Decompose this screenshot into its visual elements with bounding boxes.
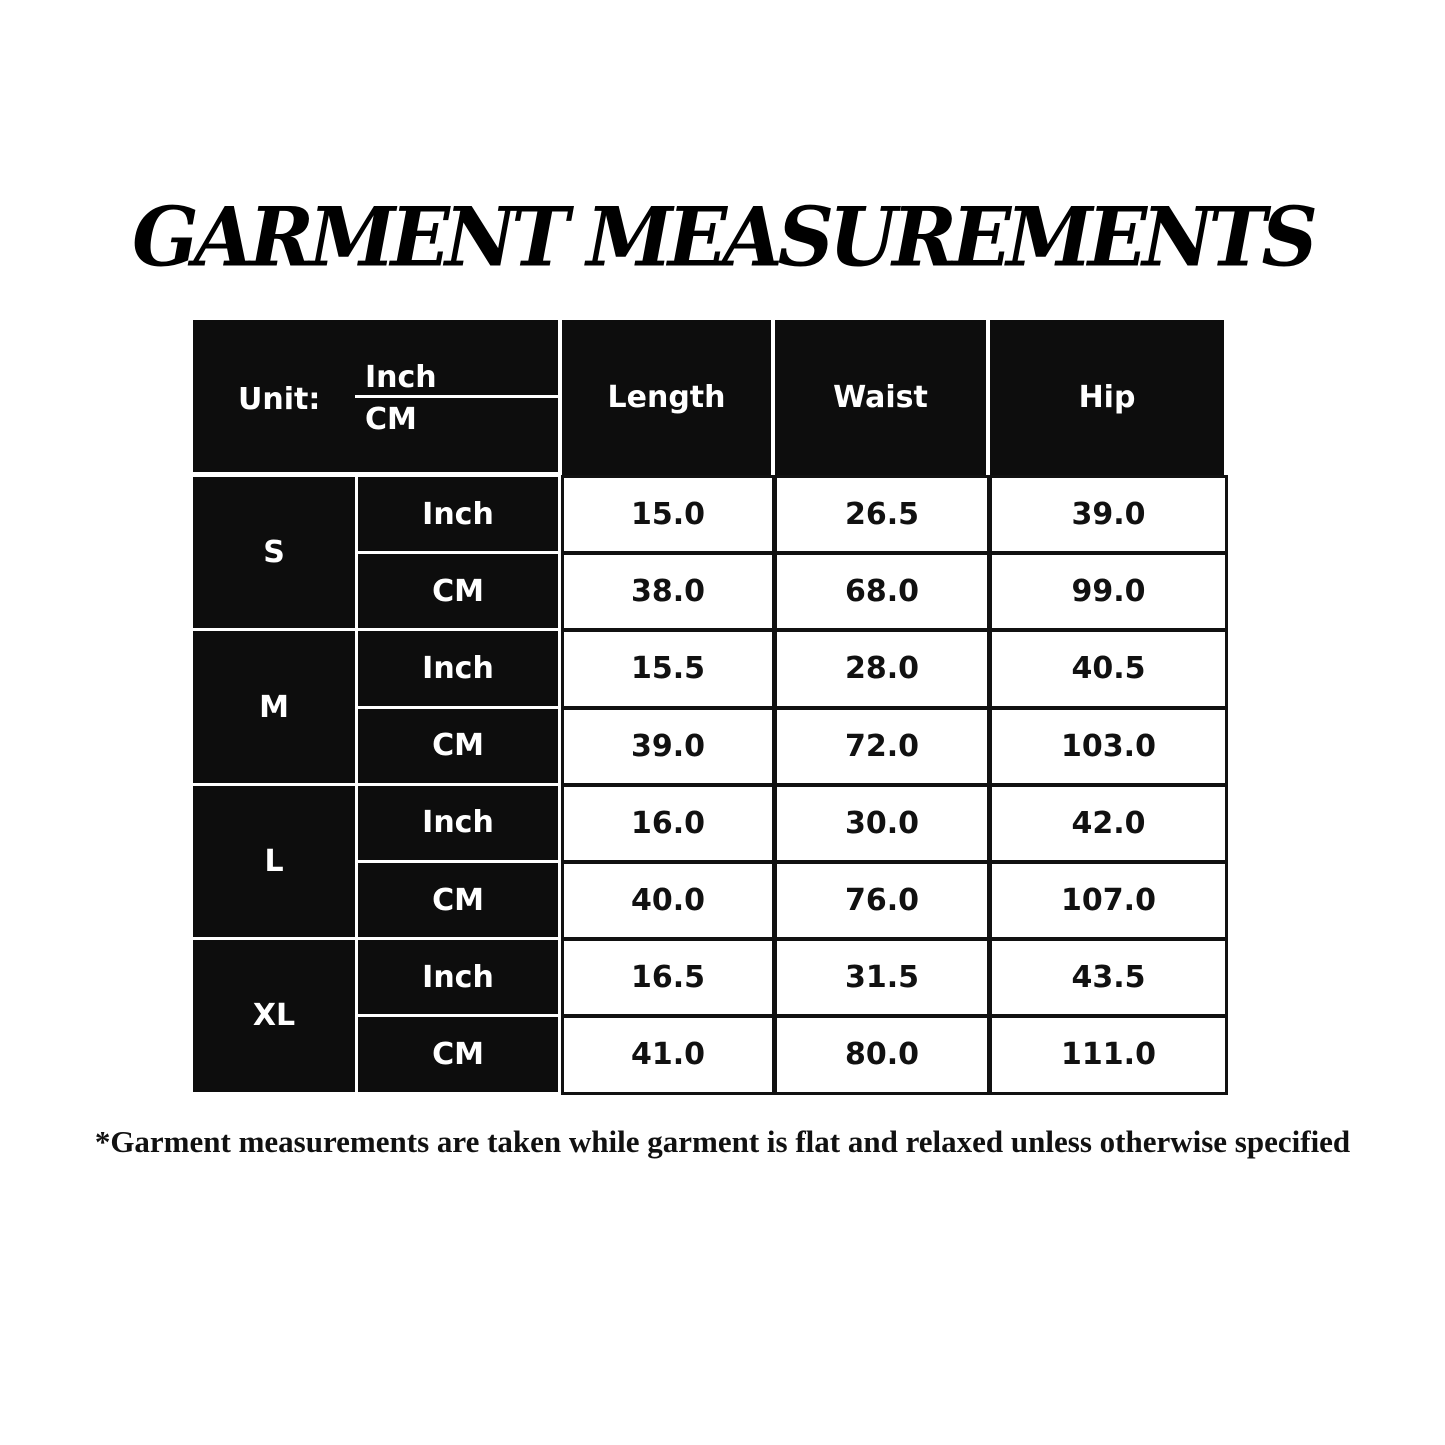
unit-header-cell: Unit: Inch CM bbox=[193, 320, 558, 475]
value-cell: 80.0 bbox=[774, 1015, 990, 1095]
value-cell: 28.0 bbox=[774, 629, 990, 709]
value-cell: 43.5 bbox=[989, 938, 1228, 1018]
value-cell: 72.0 bbox=[774, 706, 990, 786]
value-cell: 38.0 bbox=[561, 552, 775, 632]
unit-label: CM bbox=[358, 863, 558, 938]
value-cell: 76.0 bbox=[774, 861, 990, 941]
unit-label: CM bbox=[358, 708, 558, 783]
value-cell: 42.0 bbox=[989, 783, 1228, 863]
unit-label: Unit: bbox=[238, 382, 321, 417]
value-cell: 111.0 bbox=[989, 1015, 1228, 1095]
size-label: M bbox=[193, 631, 355, 783]
footnote: *Garment measurements are taken while ga… bbox=[94, 1124, 1351, 1159]
value-cell: 30.0 bbox=[774, 783, 990, 863]
size-label: XL bbox=[193, 940, 355, 1092]
value-cell: 26.5 bbox=[774, 475, 990, 555]
unit-label: Inch bbox=[358, 785, 558, 860]
value-cell: 40.0 bbox=[561, 861, 775, 941]
value-cell: 40.5 bbox=[989, 629, 1228, 709]
column-header-waist: Waist bbox=[775, 320, 986, 475]
unit-divider bbox=[355, 395, 558, 398]
unit-bottom-line bbox=[193, 472, 558, 475]
unit-bottom: CM bbox=[365, 402, 417, 437]
value-cell: 31.5 bbox=[774, 938, 990, 1018]
value-cell: 15.0 bbox=[561, 475, 775, 555]
unit-label: CM bbox=[358, 1017, 558, 1092]
size-label: L bbox=[193, 785, 355, 938]
page-title: GARMENT MEASUREMENTS bbox=[132, 189, 1318, 286]
value-cell: 107.0 bbox=[989, 861, 1228, 941]
value-cell: 16.5 bbox=[561, 938, 775, 1018]
value-cell: 39.0 bbox=[561, 706, 775, 786]
unit-label: CM bbox=[358, 554, 558, 629]
unit-top: Inch bbox=[365, 360, 437, 395]
column-header-length: Length bbox=[562, 320, 771, 475]
value-cell: 15.5 bbox=[561, 629, 775, 709]
unit-label: Inch bbox=[358, 631, 558, 706]
value-cell: 103.0 bbox=[989, 706, 1228, 786]
value-cell: 99.0 bbox=[989, 552, 1228, 632]
unit-label: Inch bbox=[358, 940, 558, 1015]
value-cell: 39.0 bbox=[989, 475, 1228, 555]
value-cell: 16.0 bbox=[561, 783, 775, 863]
size-label: S bbox=[193, 477, 355, 629]
value-cell: 68.0 bbox=[774, 552, 990, 632]
value-cell: 41.0 bbox=[561, 1015, 775, 1095]
unit-label: Inch bbox=[358, 477, 558, 552]
column-header-hip: Hip bbox=[990, 320, 1224, 475]
